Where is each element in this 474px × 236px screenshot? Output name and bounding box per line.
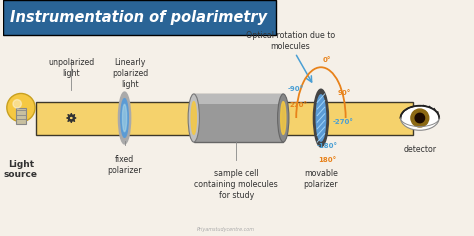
Ellipse shape bbox=[121, 99, 128, 137]
Text: Linearly
polarized
light: Linearly polarized light bbox=[112, 58, 148, 89]
Circle shape bbox=[415, 113, 425, 123]
Ellipse shape bbox=[278, 94, 289, 142]
Text: Instrumentation of polarimetry: Instrumentation of polarimetry bbox=[10, 10, 267, 25]
Text: sample cell
containing molecules
for study: sample cell containing molecules for stu… bbox=[194, 169, 278, 200]
Text: 180°: 180° bbox=[318, 156, 336, 163]
Ellipse shape bbox=[401, 106, 439, 130]
Text: Optical rotation due to
molecules: Optical rotation due to molecules bbox=[246, 31, 335, 51]
Ellipse shape bbox=[122, 104, 127, 132]
Text: Light
source: Light source bbox=[4, 160, 38, 179]
Text: movable
polarizer: movable polarizer bbox=[304, 169, 338, 189]
Text: -180°: -180° bbox=[317, 143, 337, 149]
Text: Priyamstudycentre.com: Priyamstudycentre.com bbox=[197, 227, 255, 232]
Circle shape bbox=[13, 100, 21, 108]
Ellipse shape bbox=[316, 95, 326, 141]
Ellipse shape bbox=[313, 89, 328, 147]
Text: unpolarized
light: unpolarized light bbox=[48, 58, 94, 78]
Text: 0°: 0° bbox=[323, 57, 331, 63]
Ellipse shape bbox=[281, 102, 286, 134]
Text: 90°: 90° bbox=[338, 90, 351, 97]
Circle shape bbox=[7, 93, 35, 122]
Text: 270°: 270° bbox=[290, 102, 308, 108]
FancyBboxPatch shape bbox=[3, 0, 276, 35]
FancyBboxPatch shape bbox=[16, 108, 26, 124]
Text: -270°: -270° bbox=[333, 119, 354, 125]
Ellipse shape bbox=[191, 102, 196, 134]
FancyBboxPatch shape bbox=[36, 102, 413, 135]
FancyBboxPatch shape bbox=[194, 94, 283, 104]
Circle shape bbox=[411, 109, 429, 127]
FancyBboxPatch shape bbox=[194, 94, 283, 142]
Ellipse shape bbox=[188, 94, 200, 142]
Text: detector: detector bbox=[403, 145, 437, 154]
Ellipse shape bbox=[118, 92, 131, 144]
Text: fixed
polarizer: fixed polarizer bbox=[107, 155, 142, 175]
Text: -90°: -90° bbox=[288, 86, 304, 92]
